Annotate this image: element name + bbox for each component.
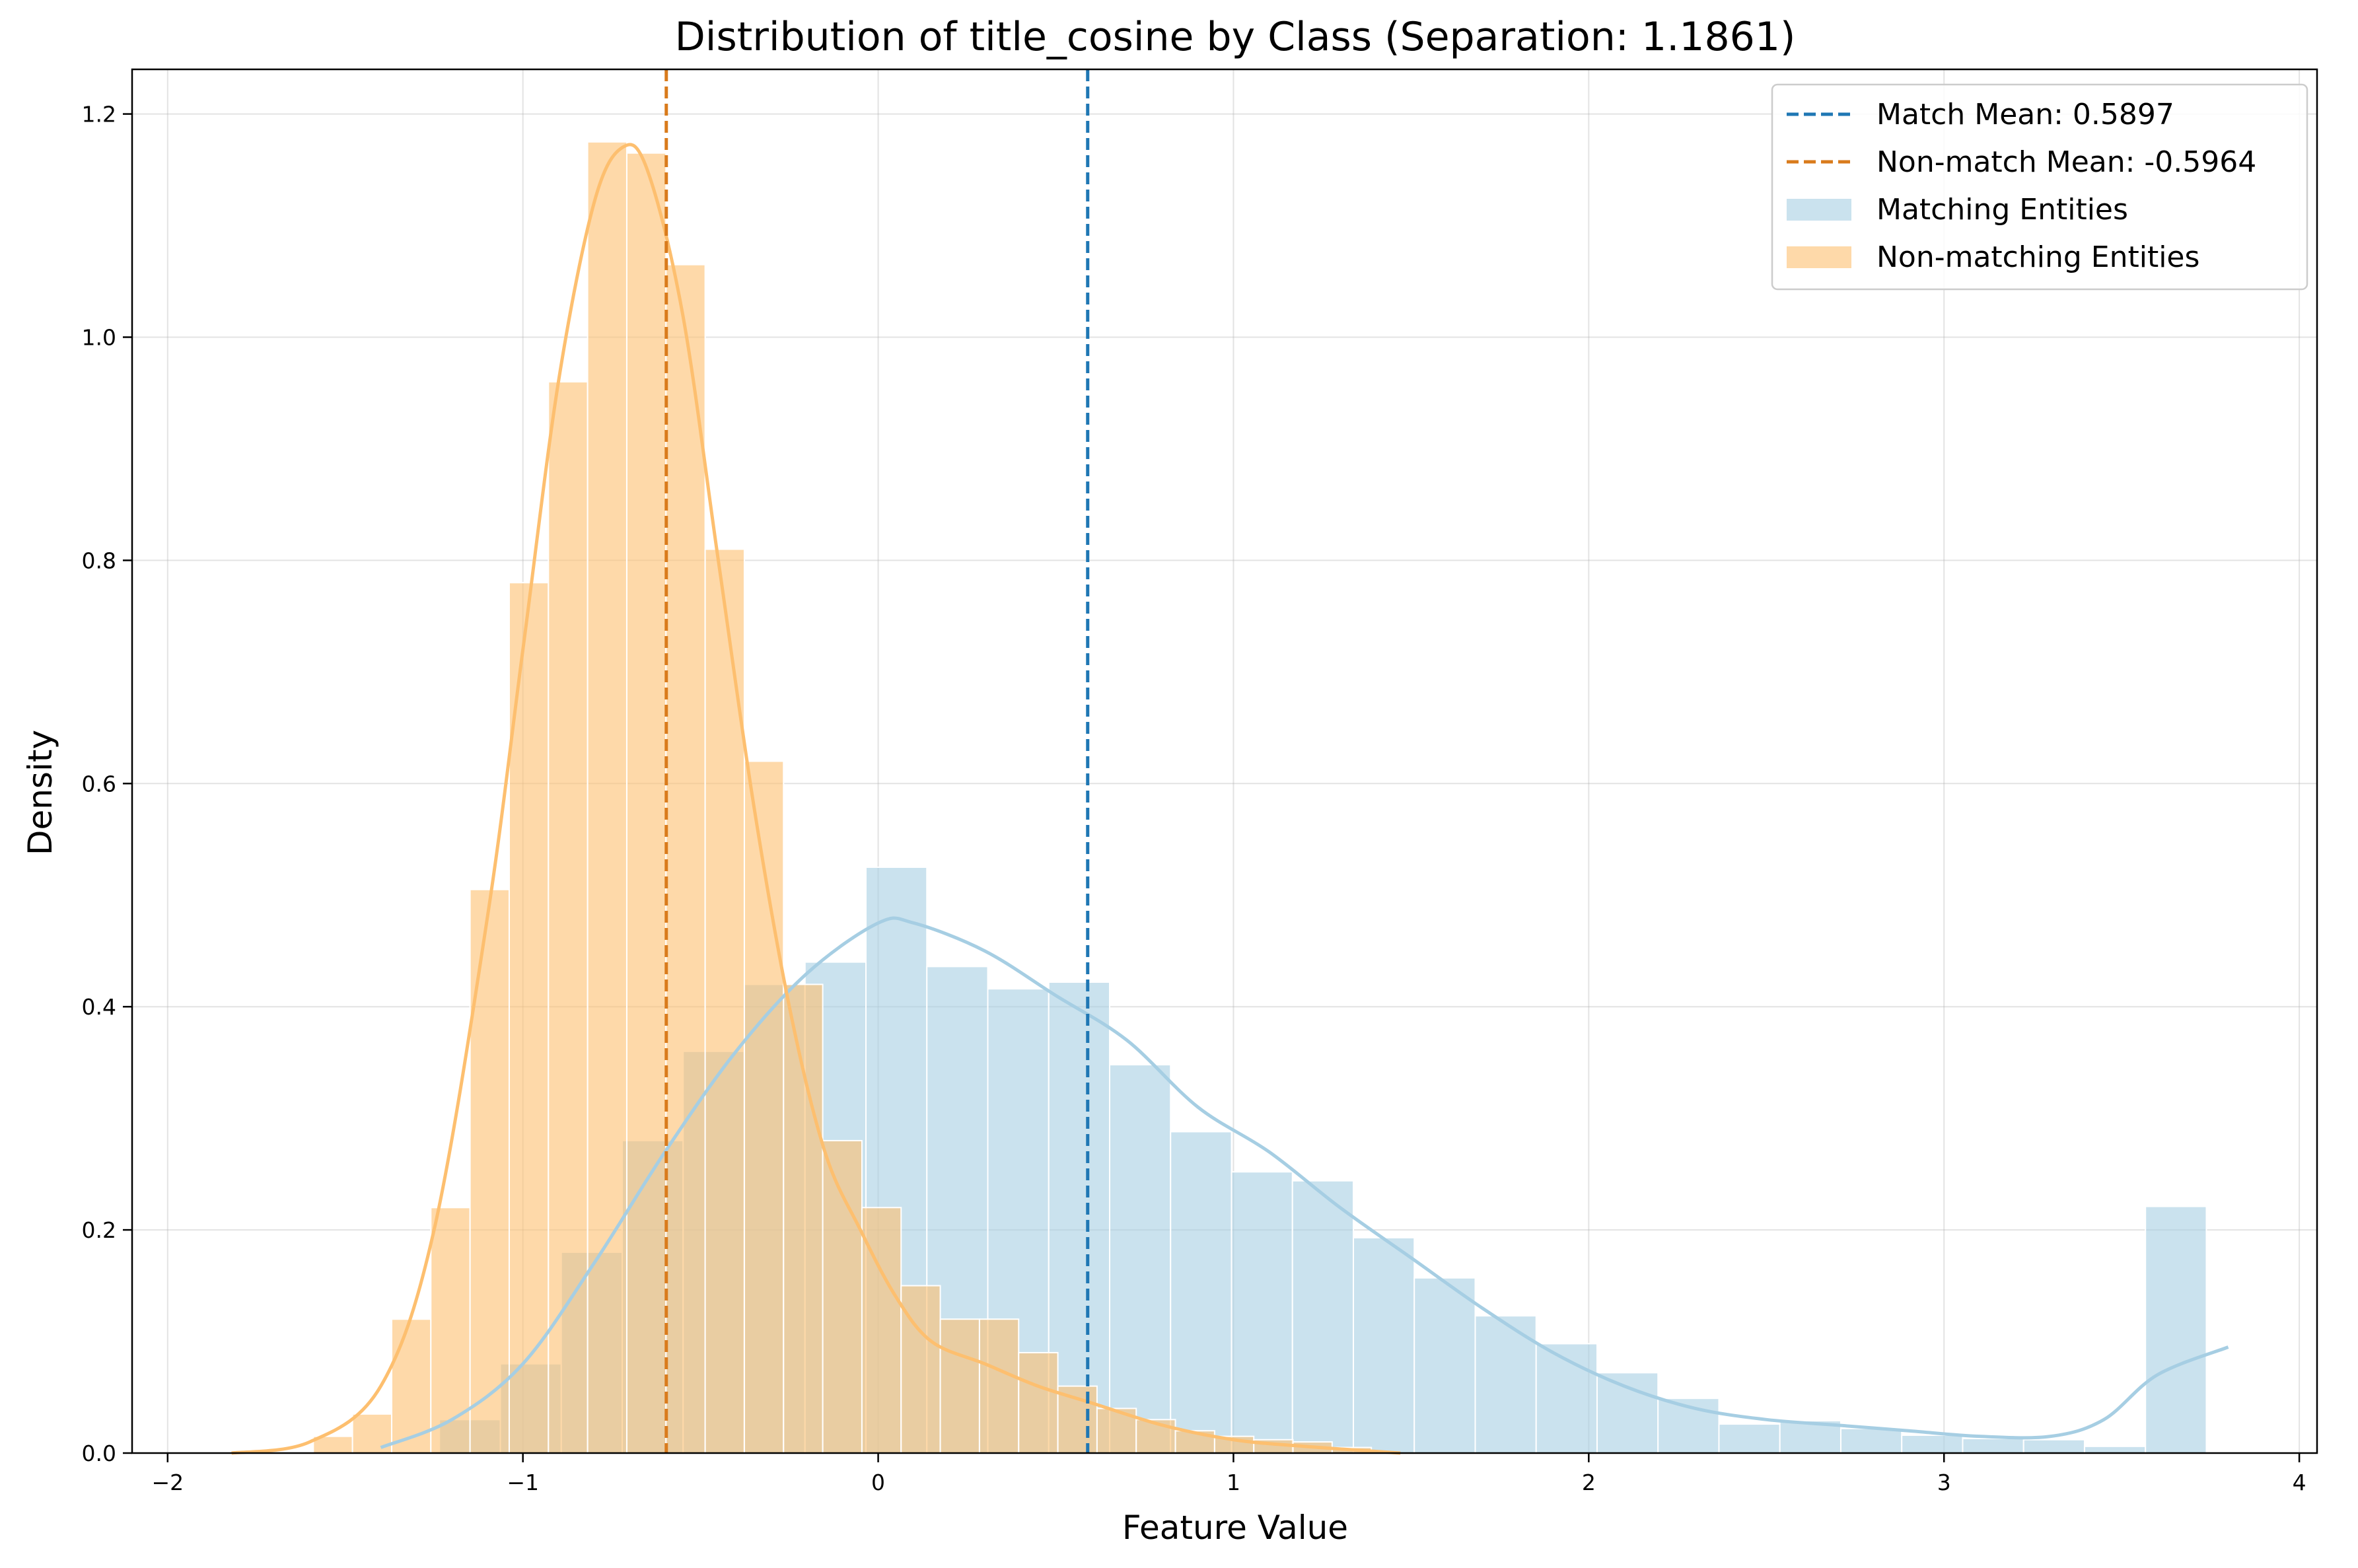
histogram-bar (508, 582, 550, 1454)
legend-match-mean-label: Match Mean: 0.5897 (1876, 98, 2174, 131)
histogram-bar (1048, 981, 1110, 1454)
kde-line (380, 916, 2229, 1449)
legend-nonmatch-mean-label: Non-match Mean: -0.5964 (1876, 145, 2256, 179)
axes: −2 −1 0 1 2 3 4 0.0 0.2 0.4 0.6 0.8 1.0 1.2 (82, 68, 2318, 1495)
kde-line (231, 143, 1401, 1455)
x-tick-label: 0 (871, 1470, 885, 1495)
histogram-bar (978, 1318, 1020, 1454)
histogram-bar (1657, 1398, 1720, 1454)
histogram-bar (1018, 1351, 1059, 1454)
x-axis-label: Feature Value (1122, 1509, 1348, 1547)
y-tick-label: 0.2 (82, 1217, 116, 1243)
plot-frame (131, 68, 2318, 1454)
legend-matching-swatch (1787, 199, 1851, 221)
legend-nonmatching-swatch (1787, 246, 1851, 268)
histogram-bar (900, 1285, 941, 1454)
y-tick-label: 1.2 (82, 102, 116, 127)
histogram-bar (587, 141, 627, 1454)
histogram-bar (1108, 1064, 1172, 1454)
y-tick-label: 0.4 (82, 994, 116, 1020)
kde-curves (231, 143, 2229, 1455)
histogram-bar (1413, 1277, 1476, 1454)
mean-lines (664, 69, 1090, 1453)
histogram-bar (783, 983, 824, 1454)
y-tick-label: 0.8 (82, 548, 116, 573)
histogram-bar (1352, 1236, 1415, 1454)
histogram-bar (469, 888, 510, 1454)
x-tick-label: 4 (2293, 1470, 2306, 1495)
chart-title: Distribution of title_cosine by Class (S… (675, 14, 1796, 60)
histogram-bar (2145, 1205, 2207, 1454)
x-tick-label: 2 (1582, 1470, 1596, 1495)
y-tick-label: 1.0 (82, 324, 116, 350)
histogram-bar (665, 264, 706, 1454)
histogram-bar (430, 1207, 471, 1454)
legend-box (1771, 83, 2308, 291)
histogram-bar (1718, 1423, 1781, 1454)
y-tick-label: 0.6 (82, 771, 116, 797)
x-tick-label: −1 (507, 1470, 539, 1495)
histogram-bar (2022, 1439, 2085, 1454)
x-tick-label: −2 (151, 1470, 184, 1495)
histogram-bar (704, 548, 745, 1454)
histogram-bar (1231, 1171, 1293, 1454)
legend-matching-label: Matching Entities (1876, 193, 2128, 227)
histogram-bar (1596, 1372, 1659, 1454)
x-tick-label: 1 (1227, 1470, 1240, 1495)
histogram-bar (1901, 1434, 1964, 1454)
histogram-bar (548, 381, 589, 1454)
histogram-bars (312, 141, 2207, 1454)
histogram-bar (822, 1139, 863, 1454)
histogram-bar (1840, 1427, 1903, 1454)
legend: Match Mean: 0.5897 Non-match Mean: -0.596… (1771, 83, 2308, 291)
histogram-bar (939, 1318, 980, 1454)
y-tick-label: 0.0 (82, 1441, 116, 1466)
histogram-bar (625, 152, 667, 1454)
y-axis-label: Density (21, 730, 59, 855)
legend-nonmatching-label: Non-matching Entities (1876, 240, 2199, 274)
histogram-bar (2083, 1445, 2147, 1454)
histogram-bar (1291, 1180, 1354, 1454)
histogram-bar (1962, 1438, 2024, 1454)
x-tick-label: 3 (1937, 1470, 1951, 1495)
histogram-bar (1170, 1131, 1233, 1454)
